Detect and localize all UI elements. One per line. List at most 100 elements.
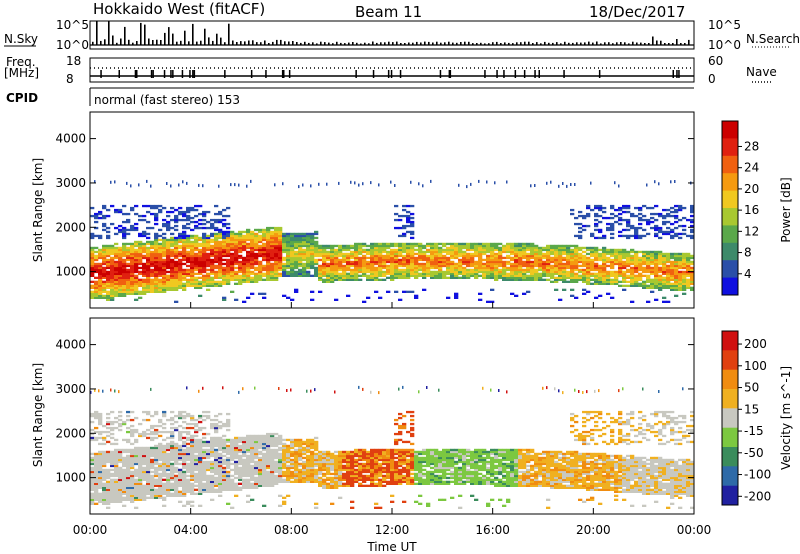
heatmap-cell — [118, 454, 123, 458]
heatmap-cell — [358, 244, 363, 248]
heatmap-cell — [566, 258, 571, 262]
heatmap-cell — [690, 282, 695, 285]
heatmap-cell — [146, 492, 151, 495]
heatmap-cell — [222, 250, 227, 254]
heatmap-cell — [254, 268, 259, 272]
colorbar-block — [722, 260, 738, 279]
heatmap-cell — [170, 274, 175, 277]
heatmap-cell — [346, 262, 351, 266]
heatmap-cell — [222, 244, 227, 248]
heatmap-cell — [170, 252, 175, 256]
heatmap-cell — [378, 256, 383, 260]
heatmap-cell — [462, 250, 467, 254]
heatmap-cell — [150, 290, 155, 293]
heatmap-cell — [210, 278, 215, 281]
heatmap-cell — [374, 246, 379, 250]
heatmap-cell — [198, 474, 203, 478]
heatmap-cell — [122, 456, 127, 460]
heatmap-cell — [198, 482, 203, 485]
heatmap-cell — [102, 490, 107, 493]
heatmap-cell — [550, 258, 555, 262]
heatmap-cell — [238, 242, 243, 246]
heatmap-cell — [238, 488, 243, 491]
heatmap-cell — [170, 282, 175, 285]
heatmap-cell — [142, 278, 147, 281]
heatmap-cell — [122, 220, 127, 224]
heatmap-cell — [298, 236, 303, 240]
heatmap-cell — [178, 234, 183, 238]
heatmap-cell — [306, 262, 311, 266]
heatmap-cell — [150, 274, 155, 277]
heatmap-cell — [198, 470, 203, 474]
heatmap-cell — [118, 500, 123, 503]
heatmap-cell — [410, 266, 415, 270]
heatmap-cell — [98, 450, 103, 454]
heatmap-cell — [686, 252, 691, 256]
heatmap-cell — [174, 428, 179, 432]
heatmap-cell — [94, 498, 99, 501]
heatmap-cell — [194, 226, 199, 230]
heatmap-cell — [118, 270, 123, 274]
heatmap-cell — [94, 458, 99, 462]
heatmap-cell — [482, 268, 487, 272]
heatmap-cell — [194, 468, 199, 472]
heatmap-cell — [286, 250, 291, 254]
heatmap-cell — [442, 260, 447, 264]
heatmap-cell — [186, 246, 191, 250]
heatmap-cell — [142, 250, 147, 254]
heatmap-cell — [122, 212, 127, 216]
heatmap-cell — [122, 280, 127, 283]
heatmap-cell — [286, 272, 291, 275]
heatmap-cell — [318, 274, 323, 277]
nsky-bar — [272, 41, 274, 45]
heatmap-cell — [118, 486, 123, 489]
heatmap-cell — [682, 282, 687, 285]
heatmap-cell — [154, 494, 159, 497]
heatmap-cell — [138, 262, 143, 266]
heatmap-cell — [446, 264, 451, 268]
heatmap-cell — [126, 480, 131, 483]
heatmap-cell — [418, 250, 423, 254]
heatmap-cell — [682, 216, 687, 220]
heatmap-cell — [182, 442, 187, 446]
heatmap-cell — [510, 252, 515, 256]
nsky-bar — [440, 42, 442, 45]
heatmap-cell — [234, 238, 239, 242]
heatmap-cell — [234, 244, 239, 248]
heatmap-cell — [190, 456, 195, 460]
heatmap-cell — [138, 460, 143, 464]
heatmap-cell — [450, 254, 455, 258]
heatmap-cell — [242, 230, 247, 234]
heatmap-cell — [194, 208, 199, 212]
heatmap-cell — [182, 256, 187, 260]
heatmap-cell — [418, 258, 423, 262]
heatmap-cell — [662, 264, 667, 268]
heatmap-cell — [142, 262, 147, 266]
heatmap-cell — [198, 460, 203, 464]
heatmap-cell — [510, 242, 515, 246]
heatmap-cell — [162, 460, 167, 464]
heatmap-cell — [154, 250, 159, 254]
heatmap-cell — [670, 222, 675, 226]
heatmap-cell — [378, 268, 383, 272]
heatmap-cell — [526, 254, 531, 258]
heatmap-cell — [146, 282, 151, 285]
heatmap-cell — [134, 278, 139, 281]
heatmap-cell — [258, 444, 263, 448]
heatmap-cell — [406, 250, 411, 254]
heatmap-cell — [102, 282, 107, 285]
heatmap-cell — [346, 268, 351, 272]
heatmap-cell — [646, 268, 651, 272]
heatmap-cell — [146, 484, 151, 487]
heatmap-cell — [558, 298, 563, 301]
heatmap-cell — [618, 206, 623, 210]
heatmap-cell — [154, 462, 159, 466]
heatmap-cell — [174, 244, 179, 248]
heatmap-cell — [178, 240, 183, 244]
heatmap-cell — [314, 230, 319, 234]
heatmap-cell — [614, 270, 619, 274]
heatmap-cell — [258, 234, 263, 238]
heatmap-cell — [630, 258, 635, 262]
heatmap-cell — [662, 216, 667, 220]
heatmap-cell — [290, 242, 295, 246]
